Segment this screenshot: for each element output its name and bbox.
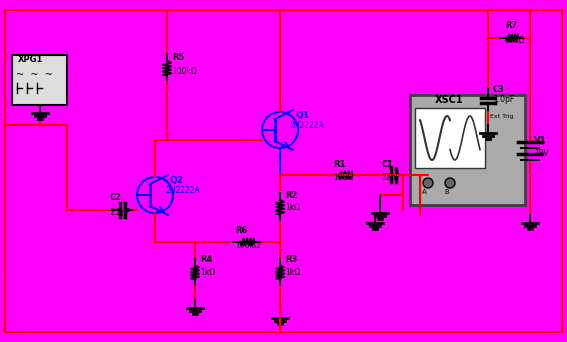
Text: 22pF: 22pF (382, 173, 401, 182)
Circle shape (423, 178, 433, 188)
Text: 1kΩ: 1kΩ (200, 268, 215, 277)
Text: A: A (422, 189, 427, 195)
Text: Ext Trig: Ext Trig (490, 114, 514, 119)
Text: Q1: Q1 (295, 111, 309, 120)
Text: XSC1: XSC1 (435, 95, 464, 105)
Circle shape (445, 178, 455, 188)
Text: C3: C3 (493, 85, 505, 94)
Text: Q2: Q2 (170, 176, 184, 185)
Text: 100Ω: 100Ω (333, 173, 353, 182)
Bar (415, 108, 485, 168)
Text: 1.0pF: 1.0pF (493, 95, 514, 104)
Text: R2: R2 (285, 191, 297, 200)
Text: R3: R3 (285, 255, 297, 264)
Text: C2: C2 (110, 193, 122, 202)
Text: ~  ~  ~: ~ ~ ~ (16, 70, 53, 80)
Text: 100kΩ: 100kΩ (235, 241, 260, 250)
Text: 2N2222A: 2N2222A (165, 186, 200, 195)
Text: R1: R1 (333, 160, 345, 169)
Text: 2.2pF: 2.2pF (110, 208, 131, 217)
Text: V1: V1 (534, 136, 547, 145)
Text: B: B (444, 189, 448, 195)
Bar (410, 95, 525, 205)
Text: 18V: 18V (534, 149, 549, 158)
Text: 2N2222A: 2N2222A (290, 121, 325, 130)
Text: 1kΩ: 1kΩ (285, 268, 300, 277)
Text: R5: R5 (172, 53, 184, 62)
Text: 470Ω: 470Ω (505, 36, 526, 45)
Text: 1kΩ: 1kΩ (285, 203, 300, 212)
Text: C1: C1 (382, 160, 394, 169)
Text: R4: R4 (200, 255, 213, 264)
Bar (12, 55, 67, 105)
Text: 100kΩ: 100kΩ (172, 67, 197, 76)
Text: R6: R6 (235, 226, 247, 235)
Text: R7: R7 (505, 21, 517, 30)
Text: XPG1: XPG1 (18, 55, 43, 64)
